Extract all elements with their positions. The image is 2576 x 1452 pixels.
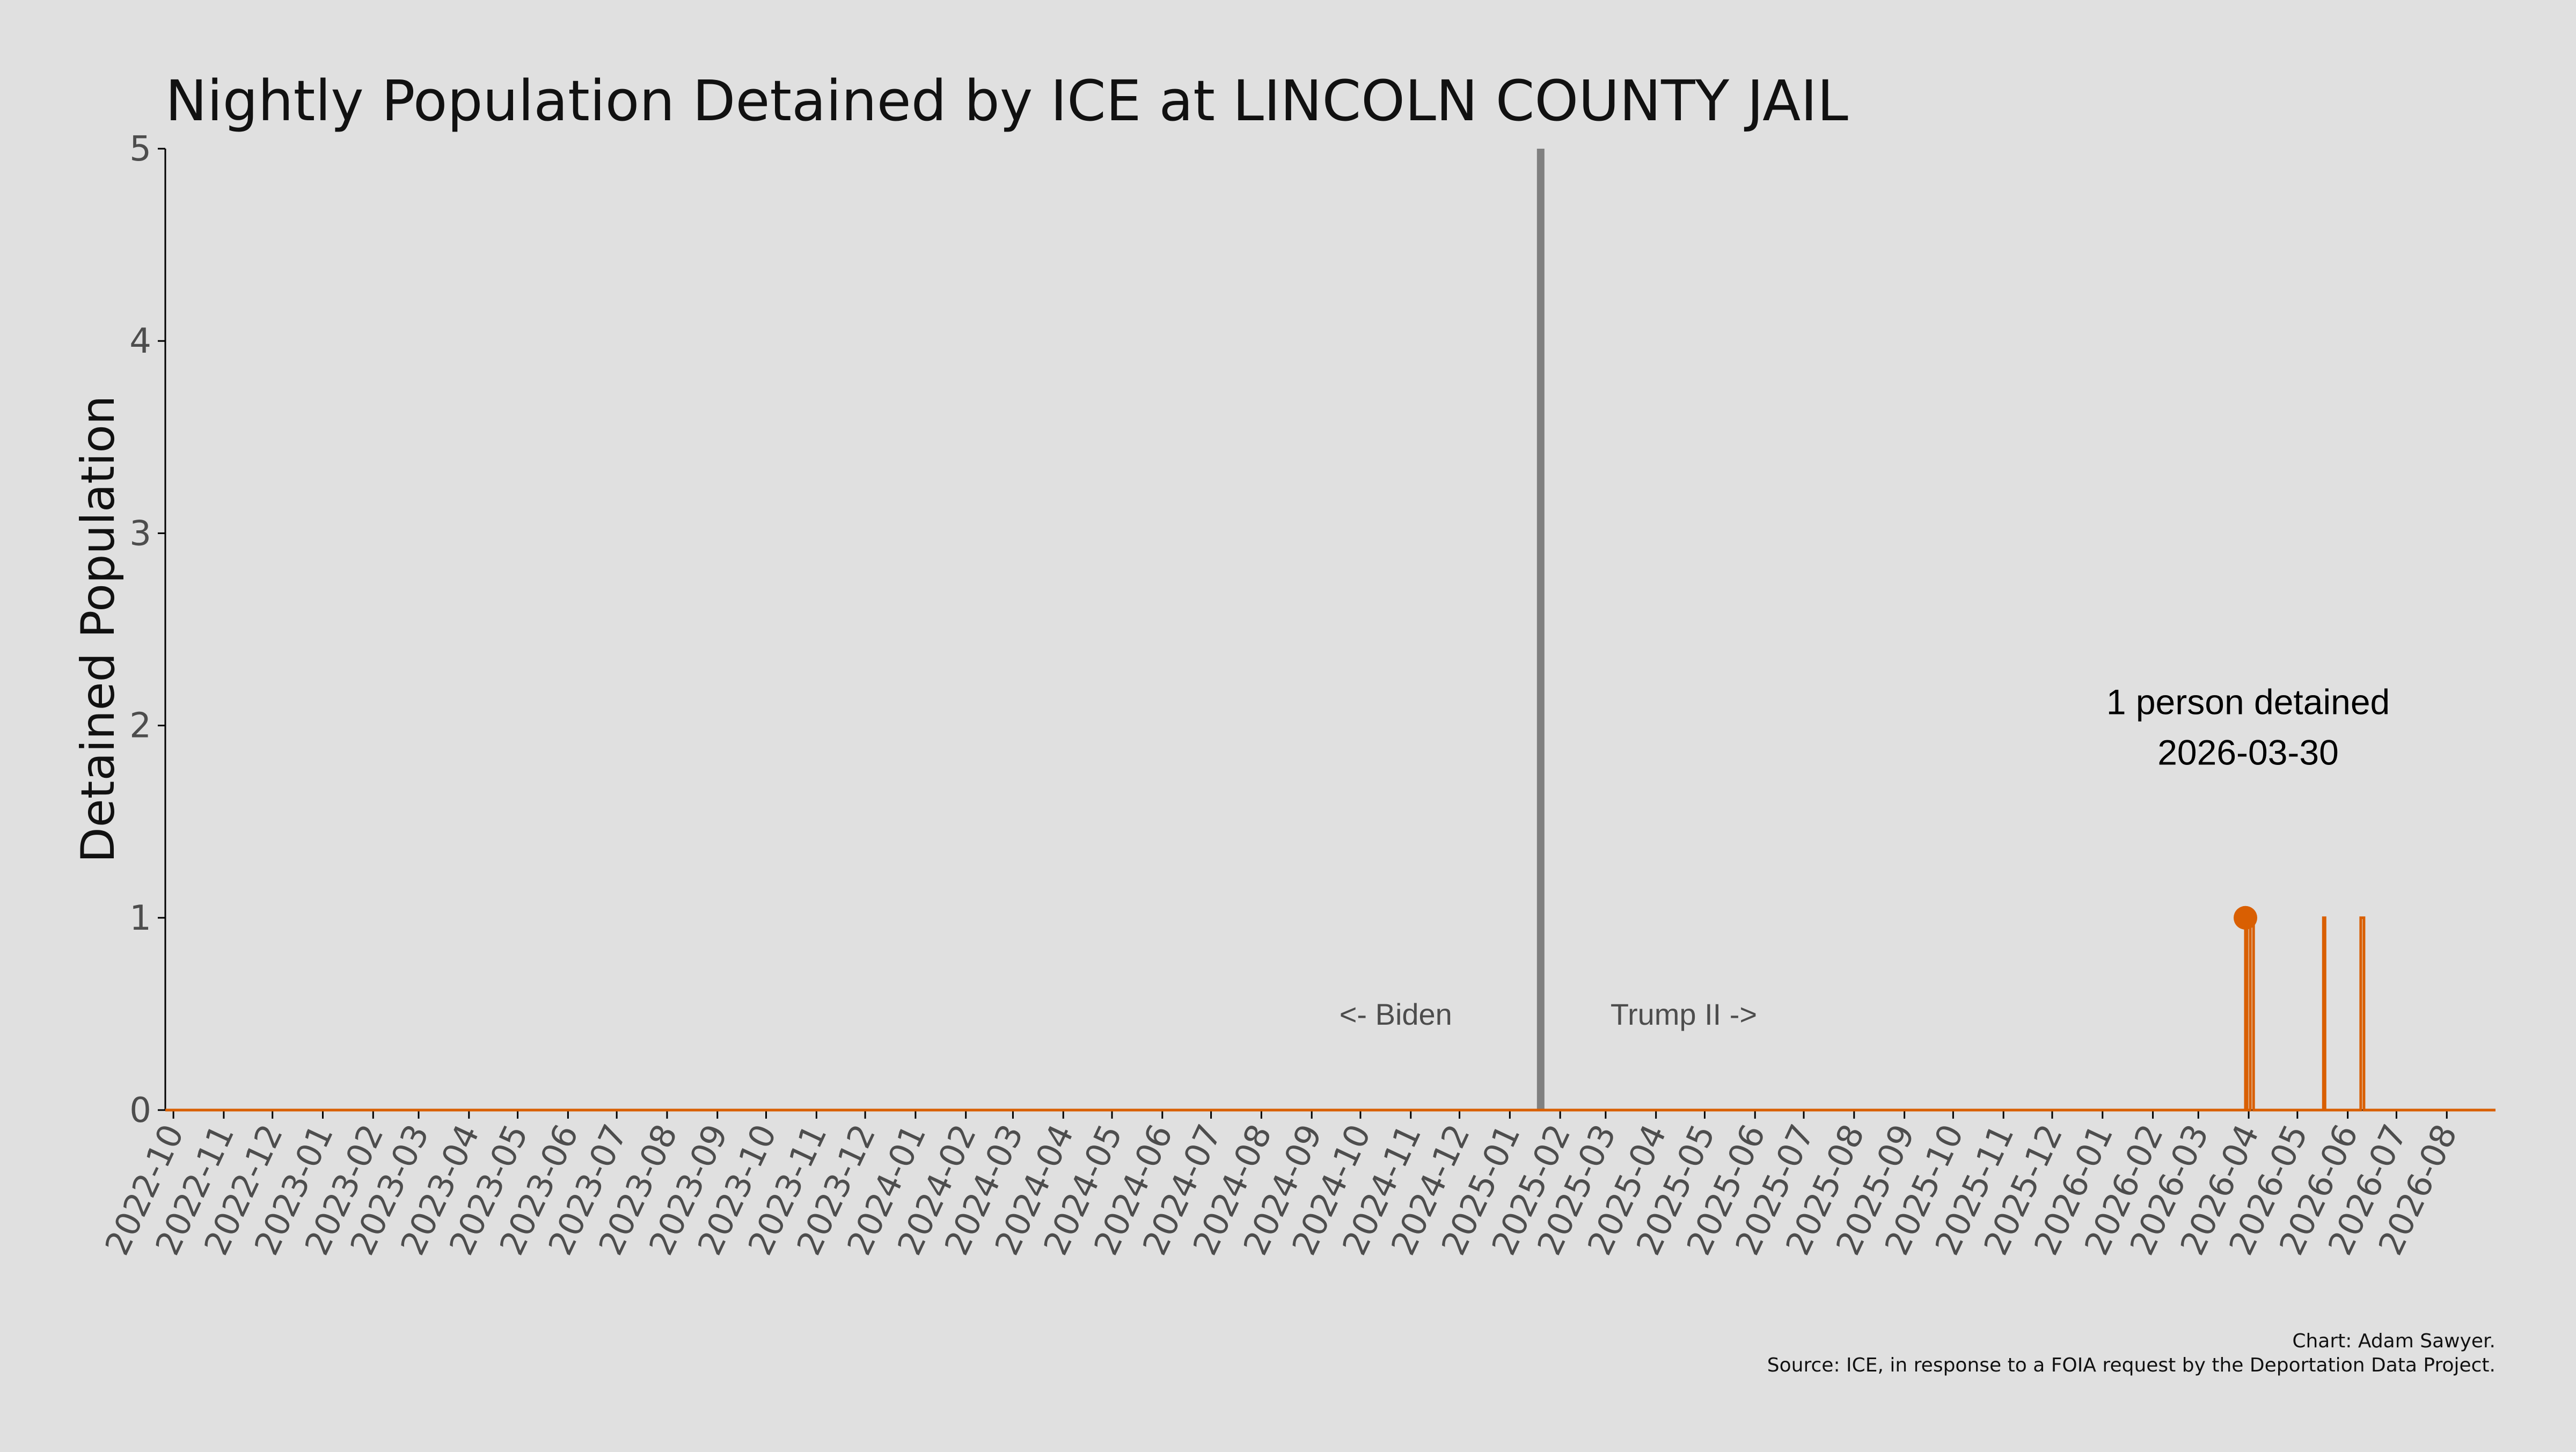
annotation-line-2: 2026-03-30 [2157, 733, 2339, 772]
y-tick-label: 3 [129, 514, 151, 553]
caption-source: Source: ICE, in response to a FOIA reque… [1767, 1354, 2496, 1376]
chart-title: Nightly Population Detained by ICE at LI… [165, 68, 1848, 134]
y-tick-label: 2 [129, 706, 151, 746]
caption-credit: Chart: Adam Sawyer. [2292, 1330, 2496, 1352]
y-ticks: 0 1 2 3 4 5 [129, 129, 165, 1130]
y-tick-label: 1 [129, 899, 151, 938]
highlight-marker [2234, 906, 2257, 930]
y-axis-label: Detained Population [71, 396, 125, 863]
era-label-biden: <- Biden [1340, 997, 1452, 1031]
population-line [165, 918, 2496, 1110]
x-ticks: 2022-102022-112022-122023-012023-022023-… [97, 1110, 2465, 1261]
plot-area [165, 149, 2496, 1110]
y-tick-label: 5 [129, 129, 151, 169]
era-label-trump: Trump II -> [1611, 997, 1757, 1031]
annotation-line-1: 1 person detained [2106, 682, 2390, 722]
y-tick-label: 0 [129, 1091, 151, 1130]
y-tick-label: 4 [129, 322, 151, 361]
